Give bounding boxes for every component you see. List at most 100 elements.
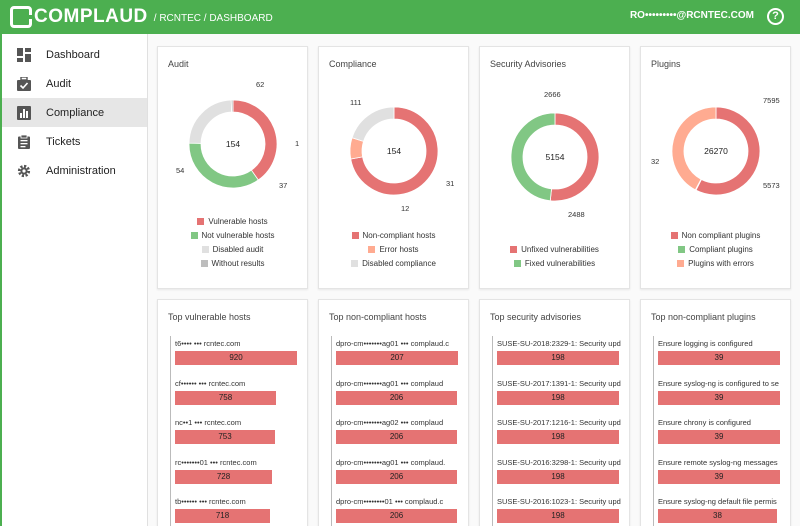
donut-slice[interactable] — [510, 112, 556, 202]
bar[interactable]: 198 — [497, 390, 619, 405]
bar-category-label: Ensure syslog-ng is configured to se — [658, 378, 779, 388]
slice-value-label: 5573 — [763, 181, 780, 190]
legend-entry[interactable]: Disabled audit — [158, 242, 307, 256]
card-title: Top security advisories — [490, 312, 582, 322]
legend-entry[interactable]: Non compliant plugins — [641, 228, 790, 242]
breadcrumb[interactable]: / RCNTEC / DASHBOARD — [153, 13, 273, 24]
bar-chart-icon — [2, 105, 46, 120]
bar[interactable]: 206 — [336, 469, 457, 484]
bar-list-item[interactable]: tb•••••• ••• rcntec.com 718 — [171, 496, 305, 526]
bar-list-item[interactable]: SUSE-SU-2017:1391-1: Security upd 198 — [493, 378, 627, 416]
card-title: Plugins — [651, 59, 681, 69]
sidebar-item-dashboard[interactable]: Dashboard — [2, 40, 147, 69]
plugins-legend: Non compliant plugins Compliant plugins Pl… — [641, 228, 790, 270]
sidebar-item-tickets[interactable]: Tickets — [2, 127, 147, 156]
bar-list-item[interactable]: Ensure logging is configured 39 — [654, 338, 788, 376]
bar[interactable]: 718 — [175, 509, 270, 523]
bar-category-label: Ensure logging is configured — [658, 339, 753, 348]
legend-entry[interactable]: Unfixed vulnerabilities — [480, 242, 629, 256]
bar-category-label: t6•••• ••• rcntec.com — [175, 339, 241, 348]
legend-swatch — [677, 259, 685, 267]
bar-list-item[interactable]: SUSE-SU-2016:3298-1: Security upd 198 — [493, 457, 627, 495]
bar-list-item[interactable]: SUSE-SU-2016:1023-1: Security upd 198 — [493, 496, 627, 526]
bar-list-item[interactable]: Ensure syslog-ng default file permis 38 — [654, 496, 788, 526]
sidebar-item-label: Tickets — [46, 135, 81, 148]
legend-entry[interactable]: Not vulnerable hosts — [158, 228, 307, 242]
bar-list-item[interactable]: Ensure chrony is configured 39 — [654, 417, 788, 455]
bar[interactable]: 728 — [175, 469, 272, 484]
security-advisories-donut-chart: 2666 2488 5154 — [510, 90, 600, 219]
legend-label: Vulnerable hosts — [208, 216, 268, 226]
legend-entry[interactable]: Without results — [158, 256, 307, 270]
legend-label: Without results — [211, 258, 265, 268]
bar-category-label: rc•••••••01 ••• rcntec.com — [175, 457, 257, 467]
bar[interactable]: 198 — [497, 430, 619, 444]
legend-entry[interactable]: Fixed vulnerabilities — [480, 256, 629, 270]
sidebar-item-audit[interactable]: Audit — [2, 69, 147, 98]
bar[interactable]: 758 — [175, 390, 276, 405]
top-non-compliant-hosts-card: Top non-compliant hosts dpro-cm•••••••ag… — [318, 299, 469, 526]
bar-list-item[interactable]: dpro-cm•••••••ag01 ••• complaud. 206 — [332, 457, 466, 495]
legend-label: Non-compliant hosts — [362, 230, 436, 240]
bar[interactable]: 39 — [658, 351, 780, 365]
slice-value-label: 37 — [279, 181, 287, 190]
legend-entry[interactable]: Vulnerable hosts — [158, 214, 307, 228]
legend-entry[interactable]: Compliant plugins — [641, 242, 790, 256]
card-title: Top non-compliant plugins — [651, 312, 756, 322]
bar-category-label: SUSE-SU-2016:1023-1: Security upd — [497, 497, 621, 506]
bar-list-item[interactable]: dpro-cm•••••••ag02 ••• complaud 206 — [332, 417, 466, 455]
bar[interactable]: 39 — [658, 469, 780, 484]
bar-list-item[interactable]: cf•••••• ••• rcntec.com 758 — [171, 378, 305, 416]
legend-entry[interactable]: Error hosts — [319, 242, 468, 256]
security-advisories-card: Security Advisories 2666 2488 5154 Unfixed… — [479, 46, 630, 289]
user-email[interactable]: RO•••••••••@RCNTEC.COM — [629, 10, 754, 21]
bar-list-item[interactable]: dpro-cm••••••••01 ••• complaud.c 206 — [332, 496, 466, 526]
bar[interactable]: 206 — [336, 509, 457, 523]
legend-entry[interactable]: Non-compliant hosts — [319, 228, 468, 242]
legend-entry[interactable]: Plugins with errors — [641, 256, 790, 270]
top-vulnerable-hosts-list: t6•••• ••• rcntec.com 920 cf•••••• ••• rcn… — [170, 336, 305, 526]
donut-slice[interactable] — [230, 99, 234, 113]
donut-total-label: 26270 — [704, 146, 728, 156]
bar-list-item[interactable]: dpro-cm•••••••ag01 ••• complaud.c 207 — [332, 338, 466, 376]
bar[interactable]: 920 — [175, 351, 297, 365]
donut-total-label: 5154 — [546, 152, 565, 162]
bar-list-item[interactable]: SUSE-SU-2017:1216-1: Security upd 198 — [493, 417, 627, 455]
bar[interactable]: 207 — [336, 351, 458, 365]
sidebar-item-compliance[interactable]: Compliance — [2, 98, 147, 127]
bar[interactable]: 39 — [658, 390, 780, 405]
legend-entry[interactable]: Disabled compliance — [319, 256, 468, 270]
bar[interactable]: 206 — [336, 430, 457, 444]
donut-slice[interactable] — [671, 106, 717, 191]
slice-value-label: 2488 — [568, 210, 585, 219]
sidebar-item-administration[interactable]: Administration — [2, 156, 147, 185]
bar-list-item[interactable]: rc•••••••01 ••• rcntec.com 728 — [171, 457, 305, 495]
bar-list-item[interactable]: Ensure syslog-ng is configured to se 39 — [654, 378, 788, 416]
donut-slice[interactable] — [350, 106, 439, 196]
legend-swatch — [678, 245, 686, 253]
bar[interactable]: 198 — [497, 351, 619, 365]
legend-swatch — [351, 231, 359, 239]
card-title: Top vulnerable hosts — [168, 312, 251, 322]
bar-list-item[interactable]: nc••1 ••• rcntec.com 753 — [171, 417, 305, 455]
donut-slice[interactable] — [188, 142, 259, 189]
legend-label: Unfixed vulnerabilities — [521, 244, 599, 254]
bar-list-item[interactable]: SUSE-SU-2018:2329-1: Security upd 198 — [493, 338, 627, 376]
sidebar: Dashboard Audit Compliance Tickets Admin… — [0, 34, 148, 526]
sidebar-item-label: Administration — [46, 164, 116, 177]
bar-list-item[interactable]: t6•••• ••• rcntec.com 920 — [171, 338, 305, 376]
bar[interactable]: 198 — [497, 469, 619, 484]
help-icon[interactable]: ? — [767, 8, 784, 25]
bar[interactable]: 206 — [336, 390, 457, 405]
bar[interactable]: 38 — [658, 509, 777, 523]
bar-list-item[interactable]: Ensure remote syslog-ng messages 39 — [654, 457, 788, 495]
bar-list-item[interactable]: dpro-cm•••••••ag01 ••• complaud 206 — [332, 378, 466, 416]
donut-slice[interactable] — [351, 106, 395, 142]
donut-slice[interactable] — [188, 99, 233, 144]
bar[interactable]: 753 — [175, 430, 275, 444]
bar[interactable]: 39 — [658, 430, 780, 444]
bar-category-label: SUSE-SU-2017:1216-1: Security upd — [497, 418, 621, 427]
bar[interactable]: 198 — [497, 509, 619, 523]
brand-logo[interactable]: COMPLAUD — [10, 6, 148, 28]
bar-category-label: Ensure chrony is configured — [658, 418, 751, 427]
